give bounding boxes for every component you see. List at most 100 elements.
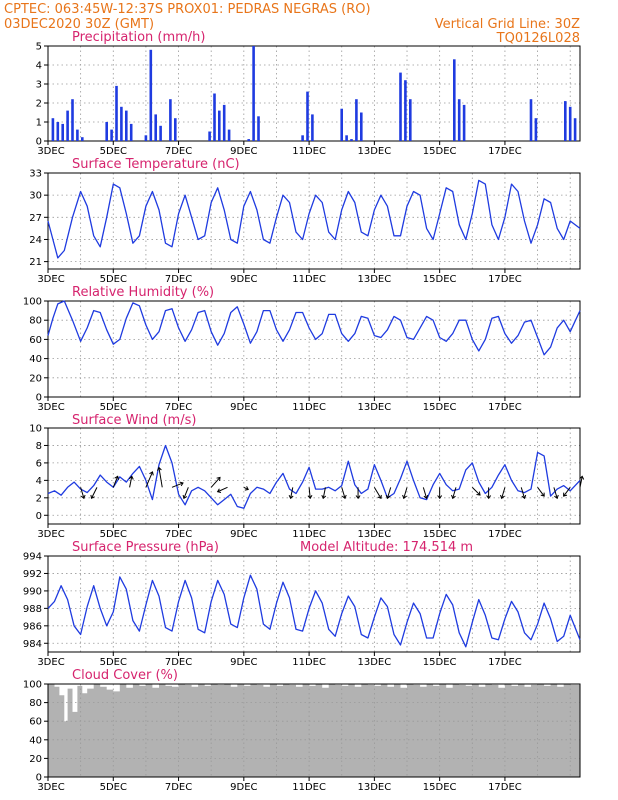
precip-bar (159, 125, 162, 141)
precip-ytick-label: 2 (36, 99, 42, 110)
wind-vector-head (321, 494, 327, 500)
precip-bar (462, 104, 466, 141)
header-station: CPTEC: 063:45W-12:37S PROX01: PEDRAS NEG… (4, 2, 371, 17)
wind-vector-head (114, 475, 119, 480)
header-model: TQ0126L028 (496, 31, 580, 46)
precip-xtick-label: 17DEC (488, 146, 522, 157)
wind-vector (322, 487, 326, 499)
wind-xtick-label: 11DEC (292, 529, 326, 540)
temp-xtick-label: 9DEC (230, 274, 257, 285)
wind-vector-head (307, 495, 313, 500)
pressure-xtick-label: 3DEC (37, 657, 64, 668)
wind-line (47, 444, 581, 509)
pressure-ytick-label: 990 (23, 586, 42, 597)
precip-ytick-label: 4 (36, 61, 42, 72)
cloud-xtick-label: 11DEC (292, 782, 326, 793)
wind-vector (579, 476, 583, 488)
wind-title: Surface Wind (m/s) (72, 413, 196, 428)
wind-ytick-label: 10 (29, 424, 42, 435)
wind-panel: 0 2 4 6 8 10 3DEC 5DEC 7DEC 9DEC 11DEC 13DEC 15DEC 17… (29, 424, 585, 540)
wind-frame (47, 427, 581, 525)
wind-vector-head (437, 495, 443, 500)
wind-vector (373, 487, 382, 499)
temp-title: Surface Temperature (nC) (72, 157, 240, 172)
temp-xtick-label: 11DEC (292, 274, 326, 285)
wind-vector (563, 487, 571, 497)
precip-bar (457, 99, 461, 141)
precip-xtick-label: 5DEC (100, 146, 127, 157)
wind-xtick-label: 3DEC (37, 529, 64, 540)
precip-xtick-label: 15DEC (423, 146, 457, 157)
precip-bar (568, 106, 572, 141)
precip-bar (81, 137, 84, 141)
pressure-subtitle: Model Altitude: 174.514 m (300, 540, 473, 555)
precip-ytick-label: 5 (36, 42, 42, 53)
wind-vector-head (128, 475, 134, 480)
wind-vector-head (90, 494, 95, 500)
rh-title: Relative Humidity (%) (72, 285, 214, 300)
cloud-xtick-label: 15DEC (423, 782, 457, 793)
pressure-ytick-label: 988 (23, 604, 42, 615)
wind-vector-head (521, 494, 527, 500)
precip-bar (56, 122, 60, 141)
wind-vector-head (216, 476, 221, 481)
rh-ytick-label: 100 (23, 297, 42, 308)
cloud-xtick-label: 7DEC (165, 782, 192, 793)
precip-bar (169, 99, 172, 141)
cloud-xtick-label: 13DEC (358, 782, 392, 793)
precip-bar (355, 99, 358, 141)
pressure-xtick-label: 9DEC (230, 657, 257, 668)
wind-vector (422, 487, 428, 499)
cloud-frame (47, 683, 581, 778)
cloud-ytick-label: 100 (23, 680, 42, 691)
rh-ytick-label: 0 (36, 393, 42, 404)
rh-xtick-label: 5DEC (100, 402, 127, 413)
precip-bar (340, 108, 343, 141)
wind-vector-head (540, 492, 545, 497)
precip-bar (174, 118, 177, 141)
temp-ytick-label: 21 (29, 257, 42, 268)
wind-vector-head (244, 486, 249, 491)
pressure-line (47, 574, 581, 648)
precip-bar (252, 46, 255, 141)
rh-xtick-label: 13DEC (358, 402, 392, 413)
pressure-xtick-label: 5DEC (100, 657, 127, 668)
cloud-xtick-label: 3DEC (37, 782, 64, 793)
precip-bar (453, 59, 456, 141)
temp-ytick-label: 27 (29, 213, 42, 224)
temp-xtick-label: 15DEC (423, 274, 457, 285)
rh-ytick-label: 60 (29, 335, 42, 346)
precip-bar (120, 106, 123, 141)
precip-bar (149, 49, 153, 141)
temp-xtick-label: 17DEC (488, 274, 522, 285)
wind-vector (112, 476, 119, 488)
precip-bar (409, 99, 412, 141)
header-date: 03DEC2020 30Z (GMT) (4, 17, 154, 32)
precip-bar (115, 85, 118, 141)
wind-xtick-label: 15DEC (423, 529, 457, 540)
wind-vector (290, 487, 294, 499)
wind-ytick-label: 8 (36, 441, 42, 452)
precip-ytick-label: 3 (36, 80, 42, 91)
precip-bar (227, 129, 231, 141)
precip-bar (529, 99, 533, 141)
rh-xtick-label: 7DEC (165, 402, 192, 413)
temp-line (47, 179, 581, 259)
rh-frame (47, 300, 581, 398)
precip-bar (66, 110, 69, 141)
wind-vector-head (341, 494, 347, 500)
cloud-ytick-label: 0 (36, 773, 42, 784)
wind-vector-head (486, 495, 492, 500)
pressure-ytick-label: 994 (23, 552, 42, 563)
wind-ytick-label: 0 (36, 511, 42, 522)
precip-bar (301, 135, 304, 141)
precip-bar (208, 131, 211, 141)
precip-bar (61, 123, 64, 141)
rh-xtick-label: 9DEC (230, 402, 257, 413)
cloud-ytick-label: 40 (29, 735, 42, 746)
wind-vector-head (179, 481, 184, 487)
precip-xtick-label: 9DEC (230, 146, 257, 157)
precip-bar (399, 72, 402, 141)
precip-bar (51, 118, 55, 141)
wind-xtick-label: 7DEC (165, 529, 192, 540)
